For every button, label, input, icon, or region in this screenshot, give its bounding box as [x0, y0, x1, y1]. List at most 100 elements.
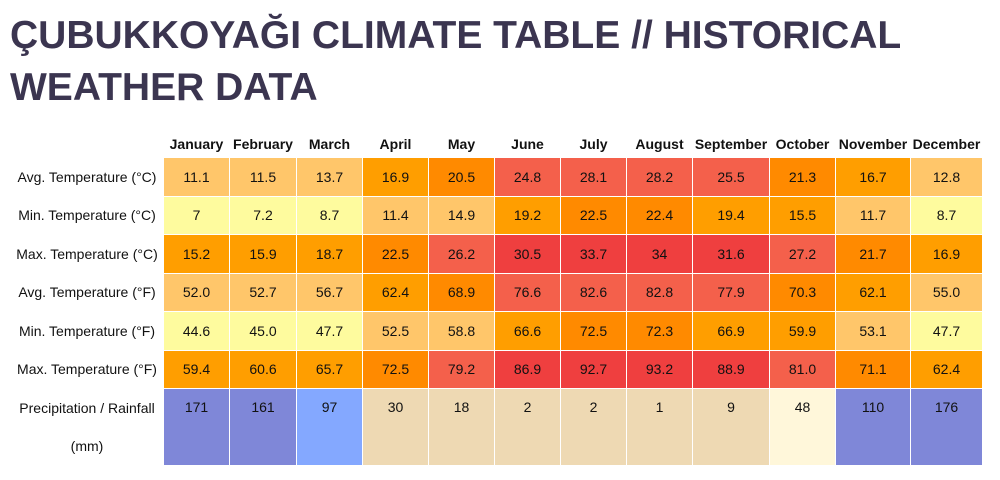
value-cell: 9 [692, 388, 770, 466]
month-header: October [769, 129, 836, 158]
value-cell: 79.2 [428, 349, 495, 389]
value-cell: 14.9 [428, 195, 495, 235]
value-cell: 66.6 [494, 311, 561, 351]
value-cell: 12.8 [910, 157, 983, 197]
value-cell: 53.1 [835, 311, 911, 351]
value-cell: 70.3 [769, 272, 836, 312]
month-header: June [494, 129, 561, 158]
value-cell: 62.4 [910, 349, 983, 389]
climate-row-max-temperature-c: Max. Temperature (°C) 15.2 15.9 18.7 22.5 26.… [10, 234, 983, 274]
climate-table: January February March April May June Ju… [10, 129, 983, 466]
value-cell: 82.6 [560, 272, 627, 312]
row-label: Max. Temperature (°C) [10, 234, 164, 274]
page-title: ÇUBUKKOYAĞI CLIMATE TABLE // HISTORICAL … [10, 14, 901, 109]
month-header: August [626, 129, 693, 158]
value-cell: 58.8 [428, 311, 495, 351]
climate-row-max-temperature-f: Max. Temperature (°F) 59.4 60.6 65.7 72.5 79.… [10, 349, 983, 389]
value-cell: 72.5 [560, 311, 627, 351]
value-cell: 66.9 [692, 311, 770, 351]
value-cell: 21.7 [835, 234, 911, 274]
value-cell: 2 [560, 388, 627, 466]
value-cell: 48 [769, 388, 836, 466]
value-cell: 62.4 [362, 272, 429, 312]
value-cell: 1 [626, 388, 693, 466]
value-cell: 65.7 [296, 349, 363, 389]
value-cell: 15.2 [163, 234, 230, 274]
value-cell: 161 [229, 388, 297, 466]
value-cell: 71.1 [835, 349, 911, 389]
value-cell: 7 [163, 195, 230, 235]
month-header: September [692, 129, 770, 158]
value-cell: 44.6 [163, 311, 230, 351]
value-cell: 77.9 [692, 272, 770, 312]
value-cell: 2 [494, 388, 561, 466]
value-cell: 20.5 [428, 157, 495, 197]
value-cell: 86.9 [494, 349, 561, 389]
month-header: April [362, 129, 429, 158]
value-cell: 11.5 [229, 157, 297, 197]
value-cell: 22.5 [560, 195, 627, 235]
value-cell: 52.7 [229, 272, 297, 312]
value-cell: 76.6 [494, 272, 561, 312]
header-row: January February March April May June Ju… [10, 129, 983, 158]
value-cell: 82.8 [626, 272, 693, 312]
value-cell: 97 [296, 388, 363, 466]
month-header: July [560, 129, 627, 158]
value-cell: 7.2 [229, 195, 297, 235]
value-cell: 55.0 [910, 272, 983, 312]
value-cell: 16.7 [835, 157, 911, 197]
value-cell: 45.0 [229, 311, 297, 351]
value-cell: 22.5 [362, 234, 429, 274]
row-label: Min. Temperature (°F) [10, 311, 164, 351]
value-cell: 8.7 [910, 195, 983, 235]
value-cell: 22.4 [626, 195, 693, 235]
value-cell: 18 [428, 388, 495, 466]
value-cell: 19.4 [692, 195, 770, 235]
value-cell: 25.5 [692, 157, 770, 197]
value-cell: 24.8 [494, 157, 561, 197]
value-cell: 81.0 [769, 349, 836, 389]
value-cell: 52.0 [163, 272, 230, 312]
value-cell: 33.7 [560, 234, 627, 274]
climate-row-avg-temperature-c: Avg. Temperature (°C) 11.1 11.5 13.7 16.9 20.… [10, 157, 983, 197]
value-cell: 31.6 [692, 234, 770, 274]
value-cell: 16.9 [910, 234, 983, 274]
month-header: December [910, 129, 983, 158]
value-cell: 13.7 [296, 157, 363, 197]
climate-row-min-temperature-f: Min. Temperature (°F) 44.6 45.0 47.7 52.5 58.… [10, 311, 983, 351]
value-cell: 28.2 [626, 157, 693, 197]
climate-row-avg-temperature-f: Avg. Temperature (°F) 52.0 52.7 56.7 62.4 68.… [10, 272, 983, 312]
value-cell: 28.1 [560, 157, 627, 197]
value-cell: 11.7 [835, 195, 911, 235]
value-cell: 30.5 [494, 234, 561, 274]
value-cell: 171 [163, 388, 230, 466]
value-cell: 15.5 [769, 195, 836, 235]
value-cell: 88.9 [692, 349, 770, 389]
value-cell: 93.2 [626, 349, 693, 389]
corner-cell [10, 129, 164, 158]
month-header: January [163, 129, 230, 158]
value-cell: 60.6 [229, 349, 297, 389]
climate-row-precipitation-rainfall-mm: Precipitation / Rainfall (mm) 171 161 97 30 1… [10, 388, 983, 466]
value-cell: 72.5 [362, 349, 429, 389]
value-cell: 72.3 [626, 311, 693, 351]
row-label: Precipitation / Rainfall (mm) [10, 388, 164, 466]
value-cell: 34 [626, 234, 693, 274]
value-cell: 18.7 [296, 234, 363, 274]
value-cell: 62.1 [835, 272, 911, 312]
month-header: February [229, 129, 297, 158]
value-cell: 26.2 [428, 234, 495, 274]
value-cell: 8.7 [296, 195, 363, 235]
value-cell: 11.1 [163, 157, 230, 197]
value-cell: 15.9 [229, 234, 297, 274]
value-cell: 30 [362, 388, 429, 466]
value-cell: 56.7 [296, 272, 363, 312]
value-cell: 19.2 [494, 195, 561, 235]
value-cell: 47.7 [296, 311, 363, 351]
value-cell: 16.9 [362, 157, 429, 197]
row-label: Avg. Temperature (°F) [10, 272, 164, 312]
value-cell: 21.3 [769, 157, 836, 197]
row-label: Avg. Temperature (°C) [10, 157, 164, 197]
month-header: November [835, 129, 911, 158]
value-cell: 59.4 [163, 349, 230, 389]
